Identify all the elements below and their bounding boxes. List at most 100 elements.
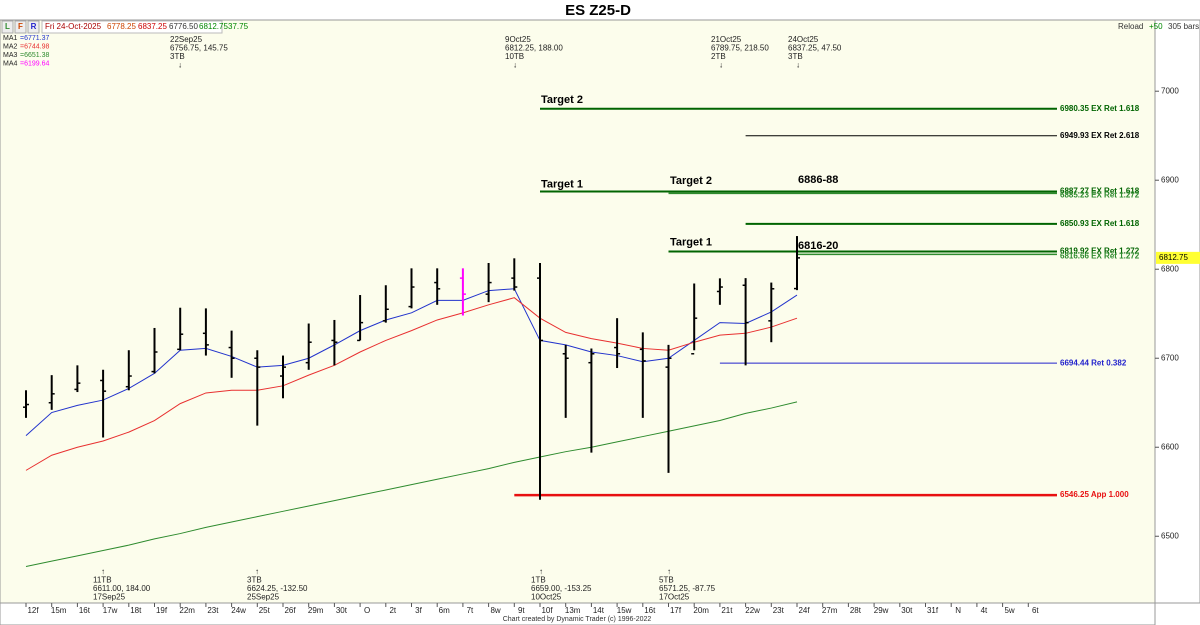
header-low: 6776.50 [169, 22, 198, 31]
bar-count: 305 bars [1168, 22, 1199, 31]
x-tick-label: 26f [284, 606, 296, 615]
x-tick-label: 2t [389, 606, 396, 615]
header-button[interactable] [14, 20, 27, 34]
header-box [41, 20, 223, 34]
plot-area [0, 19, 1156, 604]
header-button[interactable] [27, 20, 40, 34]
x-tick-label: 4t [981, 606, 988, 615]
bottom-note: 5TB [659, 576, 674, 585]
y-tick-label: 6600 [1161, 442, 1179, 451]
bottom-note: ↑ [101, 567, 105, 576]
level-label: 6694.44 Ret 0.382 [1060, 358, 1127, 367]
x-tick-label: 18t [130, 606, 142, 615]
header-button-label[interactable]: L [5, 22, 10, 31]
bottom-note: 6611.00, 184.00 [93, 584, 151, 593]
header-button-label[interactable]: R [31, 22, 37, 31]
header-button-label[interactable]: F [18, 22, 23, 31]
bottom-note: 6659.00, -153.25 [531, 584, 592, 593]
top-note: ↓ [178, 61, 182, 70]
x-tick-label: 10f [541, 606, 553, 615]
x-tick-label: 23t [207, 606, 219, 615]
x-tick-label: 19f [156, 606, 168, 615]
y-tick-label: 6800 [1161, 264, 1179, 273]
level-label: 6546.25 App 1.000 [1060, 490, 1129, 499]
y-tick-label: 6500 [1161, 531, 1179, 540]
x-tick-label: 24w [231, 606, 246, 615]
x-tick-label: 15m [51, 606, 67, 615]
legend-name: MA4 [3, 60, 18, 67]
x-tick-label: 6t [1032, 606, 1039, 615]
x-tick-label: 30t [901, 606, 913, 615]
price-tag-label: 6812.75 [1159, 253, 1188, 262]
x-tick-label: 30t [336, 606, 348, 615]
target-label: 6886-88 [798, 174, 838, 186]
top-note: 22Sep25 [170, 35, 203, 44]
x-tick-label: 29m [308, 606, 324, 615]
legend-name: MA3 [3, 52, 18, 59]
x-tick-label: 8w [490, 606, 500, 615]
y-tick-label: 6900 [1161, 175, 1179, 184]
bottom-note: 11TB [93, 576, 112, 585]
x-tick-label: 15w [617, 606, 632, 615]
x-tick-label: 31f [927, 606, 939, 615]
bottom-note: 1TB [531, 576, 546, 585]
legend-name: MA1 [3, 35, 18, 42]
target-label: Target 2 [670, 175, 712, 187]
x-tick-label: 7t [467, 606, 474, 615]
y-tick-label: 6700 [1161, 353, 1179, 362]
top-note: 9Oct25 [505, 35, 531, 44]
legend-value: =6771.37 [20, 35, 49, 42]
bottom-note: 10Oct25 [531, 593, 562, 602]
y-tick-label: 7000 [1161, 86, 1179, 95]
legend-value: =6651.38 [20, 52, 49, 59]
bottom-note: 6571.25, -87.75 [659, 584, 716, 593]
x-tick-label: 6m [439, 606, 450, 615]
bottom-note: 17Oct25 [659, 593, 690, 602]
x-tick-label: 29w [874, 606, 889, 615]
top-note: ↓ [719, 61, 723, 70]
target-label: 6816-20 [798, 240, 838, 252]
top-note: 6837.25, 47.50 [788, 44, 842, 53]
header-button[interactable] [1, 20, 14, 34]
x-axis-panel [0, 602, 1156, 625]
add-bars-button[interactable]: +50 [1149, 22, 1163, 31]
x-tick-label: 27m [822, 606, 838, 615]
x-tick-label: 13m [565, 606, 581, 615]
top-note: 10TB [505, 52, 524, 61]
top-note: 3TB [170, 52, 185, 61]
bottom-note: 17Sep25 [93, 593, 126, 602]
x-tick-label: 23t [773, 606, 785, 615]
reload-button[interactable]: Reload [1118, 22, 1143, 31]
target-label: Target 1 [670, 236, 712, 248]
x-tick-label: 9t [518, 606, 525, 615]
top-note: 24Oct25 [788, 35, 819, 44]
header-change: 37.75 [228, 22, 249, 31]
x-tick-label: 5w [1004, 606, 1014, 615]
price-tag [1156, 251, 1200, 264]
bottom-note: ↑ [539, 567, 543, 576]
legend-value: =6744.98 [20, 43, 49, 50]
x-tick-label: O [364, 606, 370, 615]
target-label: Target 2 [541, 94, 583, 106]
level-label: 6949.93 EX Ret 2.618 [1060, 131, 1140, 140]
level-label: 6850.93 EX Ret 1.618 [1060, 219, 1140, 228]
legend-value: =6199.64 [20, 60, 49, 67]
top-note: 21Oct25 [711, 35, 742, 44]
x-tick-label: 14t [593, 606, 605, 615]
top-note: 6812.25, 188.00 [505, 44, 563, 53]
bottom-note: ↑ [667, 567, 671, 576]
legend-name: MA2 [3, 43, 18, 50]
chart-title: ES Z25-D [565, 2, 631, 19]
x-tick-label: 25t [259, 606, 271, 615]
footer: Chart created by Dynamic Trader (c) 1996… [503, 616, 652, 623]
x-tick-label: 17w [103, 606, 118, 615]
x-tick-label: 16t [644, 606, 656, 615]
bottom-note: ↑ [255, 567, 259, 576]
header-close: 6812.75 [199, 22, 228, 31]
x-tick-label: 20m [693, 606, 709, 615]
level-label: 6885.23 EX Ret 1.272 [1060, 190, 1140, 199]
top-note: 6756.75, 145.75 [170, 44, 228, 53]
header-high: 6837.25 [138, 22, 167, 31]
level-label: 6819.92 EX Ret 1.272 [1060, 247, 1140, 256]
